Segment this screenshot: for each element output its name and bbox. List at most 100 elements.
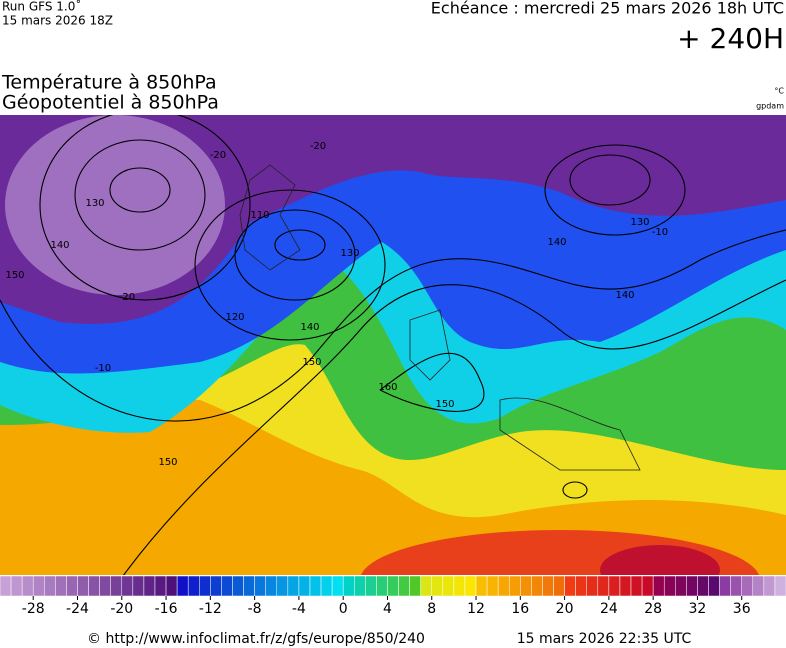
color-swatch — [376, 575, 388, 597]
contour-label: -20 — [310, 141, 326, 152]
color-swatch — [597, 575, 610, 597]
contour-label: -10 — [95, 363, 111, 374]
color-swatch — [619, 575, 632, 597]
footer-timestamp: 15 mars 2026 22:35 UTC — [517, 631, 692, 647]
color-swatch — [486, 575, 499, 597]
colorbar-tick-label: 32 — [689, 601, 707, 617]
color-swatch — [575, 575, 587, 597]
field — [600, 545, 720, 575]
color-swatch — [342, 575, 355, 597]
color-swatch — [331, 575, 344, 597]
contour-label: 150 — [158, 457, 177, 468]
color-swatch — [199, 575, 211, 597]
colorbar-tick-label: 20 — [556, 601, 574, 617]
color-swatch — [564, 575, 576, 597]
color-swatch — [187, 575, 200, 597]
color-swatch — [586, 575, 599, 597]
colorbar-tick-label: 0 — [339, 601, 348, 617]
color-swatch — [165, 575, 178, 597]
colorbar-tick-label: 24 — [600, 601, 618, 617]
contour-label: -20 — [210, 150, 226, 161]
color-swatch — [398, 575, 410, 597]
color-swatch — [110, 575, 123, 597]
color-swatch — [354, 575, 366, 597]
colorbar-tick-label: -28 — [22, 601, 45, 617]
color-swatch — [497, 575, 510, 597]
colorbar-tick-label: 4 — [383, 601, 392, 617]
color-swatch — [154, 575, 167, 597]
color-swatch — [254, 575, 266, 597]
contour-label: -10 — [652, 227, 668, 238]
color-swatch — [763, 575, 776, 597]
color-swatch — [475, 575, 488, 597]
color-swatch — [77, 575, 89, 597]
contour-label: 130 — [630, 217, 649, 228]
color-swatch — [44, 575, 56, 597]
colorbar-tick-label: 8 — [427, 601, 436, 617]
color-swatch — [66, 575, 78, 597]
color-swatch — [287, 575, 300, 597]
color-swatch — [32, 575, 45, 597]
color-swatch — [420, 575, 432, 597]
color-swatch — [708, 575, 720, 597]
color-swatch — [641, 575, 654, 597]
contour-label: -20 — [119, 292, 135, 303]
unit-geopotential: gpdam — [756, 102, 784, 111]
coastline — [239, 164, 641, 471]
contour-label: 150 — [302, 357, 321, 368]
color-swatch — [719, 575, 731, 597]
color-swatch — [442, 575, 455, 597]
map: -20 -20 130 140 150 -20 110 120 130 140 150 160 150 -… — [0, 115, 786, 575]
color-swatch — [686, 575, 698, 597]
colorbar-tick-label: -8 — [248, 601, 262, 617]
color-swatch — [176, 575, 189, 597]
color-swatch — [88, 575, 100, 597]
color-swatch — [298, 575, 311, 597]
color-swatch — [741, 575, 754, 597]
color-swatch — [210, 575, 222, 597]
unit-temperature: °C — [774, 87, 784, 96]
color-swatch — [309, 575, 322, 597]
color-swatch — [520, 575, 532, 597]
color-swatch — [652, 575, 665, 597]
contour-label: 140 — [547, 237, 566, 248]
color-swatch — [697, 575, 709, 597]
color-swatch — [752, 575, 765, 597]
footer-source: © http://www.infoclimat.fr/z/gfs/europe/… — [87, 631, 425, 647]
color-swatch — [608, 575, 621, 597]
color-swatch — [431, 575, 444, 597]
contour-label: 140 — [615, 290, 634, 301]
color-swatch — [132, 575, 145, 597]
color-swatch — [453, 575, 466, 597]
color-swatch — [774, 575, 786, 597]
color-swatch — [409, 575, 421, 597]
run-date: 15 mars 2026 18Z — [2, 14, 113, 28]
color-swatch — [464, 575, 477, 597]
color-swatch — [630, 575, 643, 597]
color-swatch — [542, 575, 554, 597]
title-geopotential: Géopotentiel à 850hPa — [2, 92, 219, 114]
field — [5, 115, 225, 295]
color-swatch — [10, 575, 23, 597]
valid-time: Echéance : mercredi 25 mars 2026 18h UTC — [431, 0, 784, 18]
colorbar-tick-label: 16 — [511, 601, 529, 617]
contour-label: 130 — [340, 248, 359, 259]
color-swatch — [531, 575, 543, 597]
lead-time: + 240H — [677, 22, 784, 55]
colorbar-tick-label: -4 — [292, 601, 306, 617]
contour-label: 130 — [85, 198, 104, 209]
color-swatch — [730, 575, 742, 597]
contour-label: 120 — [225, 312, 244, 323]
colorbar-tick-label: -20 — [110, 601, 133, 617]
colorbar-tick-label: -24 — [66, 601, 89, 617]
color-swatch — [221, 575, 233, 597]
color-swatch — [508, 575, 521, 597]
color-swatch — [21, 575, 34, 597]
isolines — [0, 115, 786, 575]
contour-label: 150 — [435, 399, 454, 410]
color-swatch — [99, 575, 111, 597]
contour-label: 140 — [50, 240, 69, 251]
contour-label: 110 — [250, 210, 269, 221]
